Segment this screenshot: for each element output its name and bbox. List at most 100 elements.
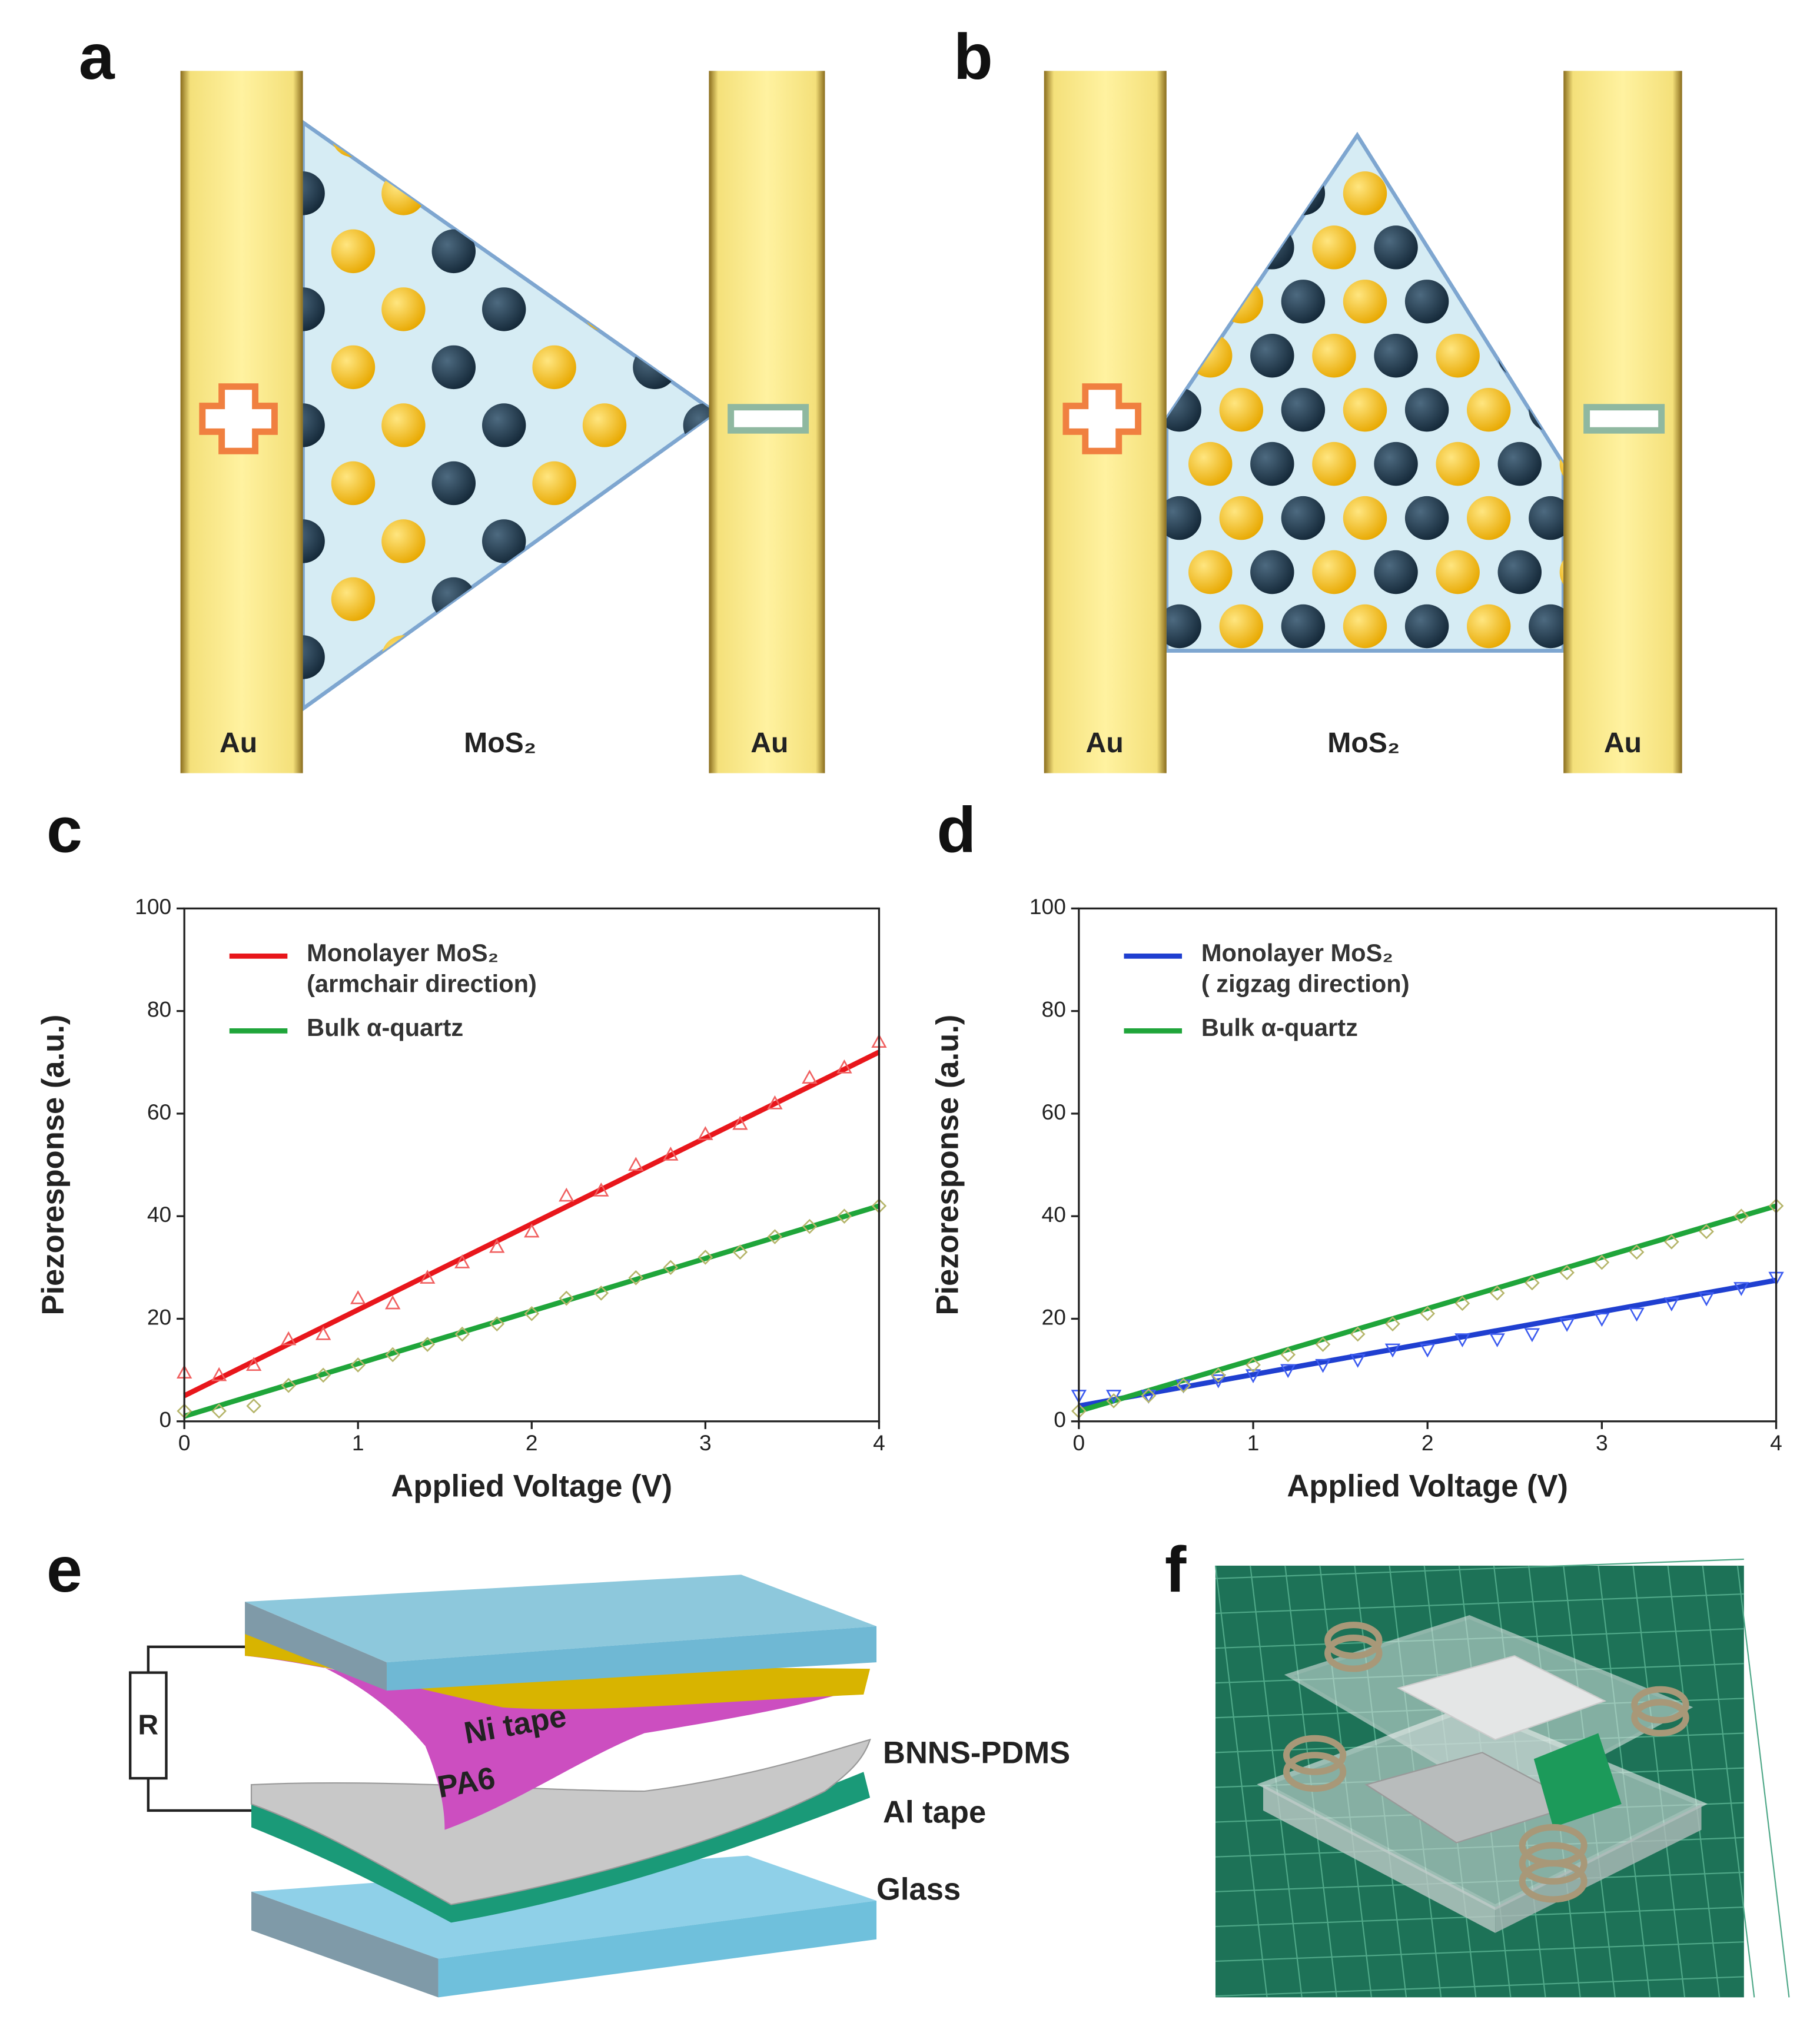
scatter-point xyxy=(836,1059,852,1074)
y-tick-label: 100 xyxy=(135,894,171,919)
x-tick-label: 2 xyxy=(526,1430,538,1455)
y-axis-label: Piezoresponse (a.u.) xyxy=(36,1015,71,1316)
s-atom xyxy=(1312,441,1356,486)
mo-atom xyxy=(1281,387,1326,432)
scatter-point xyxy=(1106,1393,1121,1409)
s-atom xyxy=(1436,334,1480,378)
s-atom xyxy=(331,122,376,158)
mo-atom xyxy=(303,635,325,679)
scatter-point xyxy=(1698,1292,1715,1307)
panel-label: c xyxy=(47,795,82,866)
panel-label: d xyxy=(936,795,976,866)
s-atom xyxy=(985,635,1028,679)
mo-atom xyxy=(1529,604,1564,649)
y-tick-label: 0 xyxy=(1054,1407,1066,1432)
wire xyxy=(147,1778,255,1812)
mo-atom xyxy=(303,171,325,215)
mo-atom xyxy=(633,229,677,274)
scatter-point xyxy=(245,1357,262,1371)
mo-atom xyxy=(834,114,878,157)
scatter-point xyxy=(1489,1333,1505,1347)
mat-line xyxy=(1215,1593,1744,1615)
panel-label: e xyxy=(47,1534,82,1606)
x-tick-label: 3 xyxy=(1596,1430,1608,1455)
scatter-point xyxy=(1105,1390,1122,1404)
mat-line xyxy=(1215,1941,1744,1962)
mo-atom xyxy=(1497,334,1542,378)
mat-line xyxy=(1215,1558,1744,1579)
s-atom xyxy=(985,403,1028,447)
y-tick-label: 20 xyxy=(1042,1304,1066,1329)
scatter-point xyxy=(350,1357,366,1373)
mo-atom xyxy=(1281,280,1326,324)
s-atom xyxy=(1188,550,1233,594)
s-atom xyxy=(583,55,626,99)
mo-atom xyxy=(884,55,928,99)
mo-atom xyxy=(884,403,928,447)
scatter-point xyxy=(732,1115,748,1130)
mo-atom xyxy=(1281,496,1326,540)
glass-side xyxy=(251,1891,439,1998)
s-atom xyxy=(1343,604,1387,649)
mo-atom xyxy=(482,55,526,99)
scatter-point xyxy=(420,1337,436,1352)
legend-label: Monolayer MoS₂ ( zigzag direction) xyxy=(1201,941,1410,999)
scatter-point xyxy=(211,1403,227,1419)
electrode-label: Au xyxy=(1604,727,1642,759)
mo-atom xyxy=(1529,496,1564,540)
scatter-point xyxy=(524,1223,540,1238)
scatter-point xyxy=(315,1367,331,1383)
x-tick-label: 4 xyxy=(873,1430,885,1455)
scatter-point xyxy=(1175,1379,1191,1394)
scatter-point xyxy=(593,1182,609,1197)
s-atom xyxy=(935,346,978,389)
s-atom xyxy=(331,693,376,709)
s-atom xyxy=(1466,604,1511,649)
material-label: MoS₂ xyxy=(464,727,536,759)
x-axis-label: Applied Voltage (V) xyxy=(1287,1469,1568,1503)
x-axis-label: Applied Voltage (V) xyxy=(391,1469,672,1503)
s-atom xyxy=(1188,225,1233,270)
mo-atom xyxy=(431,577,476,622)
panel-label: a xyxy=(79,21,115,93)
scatter-point xyxy=(1350,1326,1366,1342)
springs xyxy=(1283,1622,1689,1903)
y-tick-label: 60 xyxy=(147,1100,171,1124)
scatter-point xyxy=(1699,1224,1714,1240)
glass-front xyxy=(438,1901,877,1998)
scatter-point xyxy=(1733,1208,1749,1224)
fit-line xyxy=(183,1203,880,1419)
s-atom xyxy=(582,635,627,679)
mo-atom xyxy=(481,403,526,447)
legend-entry: Bulk α-quartz xyxy=(307,1015,463,1042)
mo-atom xyxy=(633,345,677,390)
scatter-point xyxy=(698,1250,713,1265)
resistor-label: R xyxy=(138,1709,158,1741)
scatter-point xyxy=(489,1316,505,1331)
s-atom xyxy=(985,519,1028,563)
s-atom xyxy=(1343,496,1387,540)
device-schematic: R Ni tape PA6 BNNS-PDMS Al tape Glass xyxy=(128,1575,1070,1998)
scatter-point xyxy=(767,1229,783,1244)
x-tick-label: 3 xyxy=(699,1430,712,1455)
y-tick-label: 20 xyxy=(147,1304,171,1329)
mo-atom xyxy=(884,635,928,679)
scatter-point xyxy=(454,1326,470,1342)
mo-atom xyxy=(884,171,928,215)
scatter-point xyxy=(663,1260,679,1276)
s-atom xyxy=(381,55,425,99)
scatter-point xyxy=(1210,1367,1226,1383)
scatter-point xyxy=(1454,1333,1470,1347)
scatter-point xyxy=(1489,1286,1505,1301)
s-atom xyxy=(532,577,576,622)
green-tape xyxy=(1533,1733,1622,1828)
mo-atom xyxy=(303,287,325,331)
mat-line xyxy=(1667,1565,1721,1998)
mo-atom xyxy=(1404,496,1449,540)
s-atom xyxy=(1312,225,1356,270)
mat-line xyxy=(1215,1976,1744,1997)
mo-atom xyxy=(1404,604,1449,649)
mo-atom xyxy=(1374,550,1418,594)
s-atom xyxy=(1219,604,1264,649)
fit-line xyxy=(1078,1203,1777,1414)
